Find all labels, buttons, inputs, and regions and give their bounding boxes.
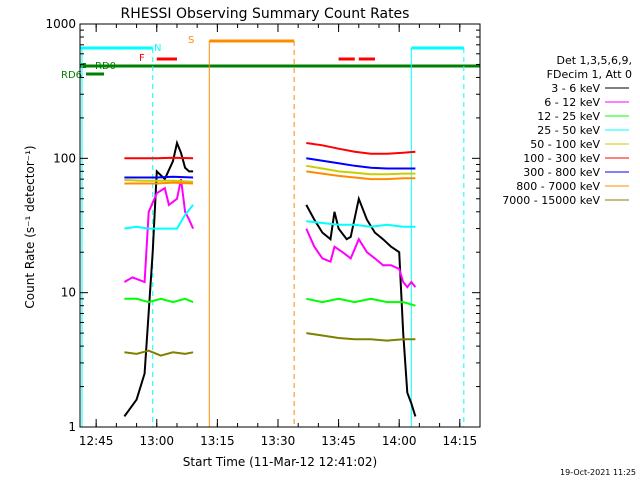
series-line xyxy=(306,164,416,176)
legend-label: 25 - 50 keV xyxy=(537,124,600,137)
chart-title: RHESSI Observing Summary Count Rates xyxy=(121,6,410,22)
legend-label: 7000 - 15000 keV xyxy=(502,194,600,207)
series-line xyxy=(124,181,194,185)
series-line xyxy=(124,179,194,183)
legend-label: 12 - 25 keV xyxy=(537,110,600,123)
x-tick-label: 12:45 xyxy=(79,434,114,448)
legend-label: 50 - 100 keV xyxy=(530,138,600,151)
y-tick-label: 10 xyxy=(61,286,76,300)
series-line xyxy=(306,220,416,228)
series-line xyxy=(306,297,416,307)
legend-label: 6 - 12 keV xyxy=(544,96,600,109)
series-line xyxy=(124,204,194,230)
x-tick-label: 14:15 xyxy=(443,434,478,448)
x-axis-label: Start Time (11-Mar-12 12:41:02) xyxy=(183,455,377,469)
series-line xyxy=(124,175,194,179)
marker-label-rd0: RD0 xyxy=(95,61,116,72)
marker-label-night: N xyxy=(154,43,161,54)
series-line xyxy=(306,332,416,342)
y-tick-label: 1000 xyxy=(45,17,76,31)
series-line xyxy=(305,228,417,289)
series-line xyxy=(124,156,194,160)
marker-label-rd6: RD6 xyxy=(61,70,82,81)
y-tick-label: 1 xyxy=(68,420,76,434)
legend-header: Det 1,3,5,6,9, xyxy=(556,54,632,67)
footer-timestamp: 19-Oct-2021 11:25 xyxy=(560,468,636,477)
series-line xyxy=(123,139,194,417)
series-line xyxy=(305,195,417,417)
series-layer xyxy=(123,139,417,417)
legend-header: FDecim 1, Att 0 xyxy=(547,68,632,81)
series-line xyxy=(124,297,194,304)
series-line xyxy=(123,178,195,284)
series-line xyxy=(124,349,194,357)
y-axis-label: Count Rate (s⁻¹ detector⁻¹) xyxy=(23,145,37,308)
y-tick-label: 100 xyxy=(53,151,76,165)
series-line xyxy=(306,157,416,170)
x-tick-label: 13:00 xyxy=(139,434,174,448)
legend-label: 800 - 7000 keV xyxy=(516,180,600,193)
marker-label-flare: F xyxy=(139,53,145,64)
plot-frame xyxy=(79,23,481,428)
axis-ticks-layer: 12:45 13:00 13:15 13:30 13:45 14:00 14:15 1 10 10… xyxy=(45,17,481,448)
x-tick-label: 13:45 xyxy=(321,434,356,448)
decim-marker xyxy=(81,63,86,68)
series-line xyxy=(306,142,416,155)
state-markers-layer: NF S RD0 RD6 xyxy=(61,35,480,427)
legend-label: 3 - 6 keV xyxy=(551,82,600,95)
series-line xyxy=(306,170,416,181)
legend-label: 300 - 800 keV xyxy=(523,166,600,179)
x-tick-label: 13:30 xyxy=(261,434,296,448)
legend-label: 100 - 300 keV xyxy=(523,152,600,165)
legend: Det 1,3,5,6,9,FDecim 1, Att 03 - 6 keV6 … xyxy=(502,54,632,207)
x-tick-label: 14:00 xyxy=(382,434,417,448)
x-tick-label: 13:15 xyxy=(200,434,235,448)
marker-label-saa: S xyxy=(188,35,194,46)
